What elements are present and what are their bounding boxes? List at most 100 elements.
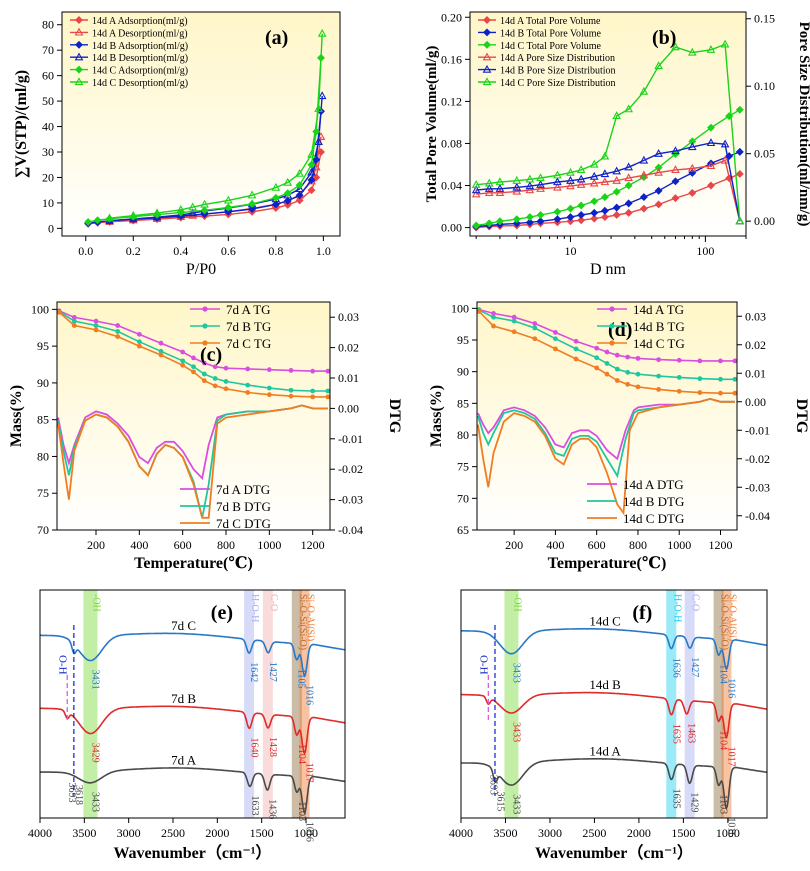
band-highlight — [291, 590, 302, 818]
y-tick-label: 0.12 — [441, 94, 462, 108]
series-14d-c-pore-size-distribution — [471, 39, 745, 225]
peak-annotation: 1429 — [689, 792, 700, 812]
data-point — [573, 346, 579, 352]
band-label: -OH — [90, 594, 101, 612]
y2-tick-label: 0.00 — [754, 214, 775, 228]
data-point — [566, 204, 575, 213]
data-point — [589, 159, 599, 168]
peak-annotation: 3433 — [510, 722, 521, 742]
data-point — [697, 358, 703, 364]
data-point — [283, 177, 293, 186]
band-label: C-O — [268, 594, 279, 611]
y-axis-title: ∑V(STP)/(ml/g) — [13, 70, 30, 178]
band-highlight — [83, 590, 98, 818]
legend-marker — [75, 40, 83, 49]
legend-entry: 7d A TG — [226, 302, 271, 317]
x-tick-label: 400 — [130, 538, 148, 552]
panel-b-plot-bg — [470, 12, 746, 236]
peak-annotation: 3429 — [90, 743, 101, 763]
y-axis-title: Mass(%) — [428, 385, 445, 447]
series-label: 14d C — [589, 613, 620, 628]
data-point — [310, 394, 316, 400]
data-point — [553, 336, 558, 342]
series-line — [478, 309, 735, 381]
x-axis-title: Temperature(℃) — [134, 555, 253, 572]
x-tick-label: 800 — [217, 538, 235, 552]
series-line — [478, 310, 735, 395]
data-point — [656, 373, 661, 379]
data-point — [491, 323, 496, 329]
data-point — [553, 207, 562, 216]
data-point — [553, 170, 562, 179]
band-highlight — [666, 590, 677, 818]
data-point — [697, 390, 703, 395]
y-tick-label: 0.08 — [441, 136, 462, 150]
data-point — [188, 202, 198, 211]
peak-annotation: 1427 — [689, 657, 700, 677]
y2-tick-label: 0.00 — [745, 395, 766, 409]
data-point — [485, 219, 494, 228]
y2-tick-label: 0.03 — [745, 309, 766, 323]
peak-annotation: 1633 — [249, 795, 260, 815]
data-point — [491, 311, 496, 316]
x-tick-label: 3500 — [493, 826, 517, 840]
series-14d-c-dtg — [477, 397, 735, 516]
band-label: Si-O-Al(Si) — [726, 594, 737, 641]
data-point — [471, 189, 481, 198]
data-point — [577, 201, 586, 210]
data-point — [706, 161, 716, 169]
data-point — [614, 352, 620, 358]
data-point — [223, 365, 229, 371]
data-point — [71, 323, 77, 328]
data-point — [604, 361, 610, 366]
data-point — [604, 349, 610, 355]
data-point — [93, 327, 99, 333]
data-point — [288, 387, 294, 393]
y2-tick-label: -0.04 — [745, 509, 770, 523]
x-tick-label: 1500 — [250, 826, 274, 840]
x-tick-label: 800 — [629, 538, 647, 552]
data-point — [71, 315, 77, 320]
data-point — [191, 364, 196, 370]
data-point — [93, 216, 102, 225]
y2-tick-label: 0.03 — [338, 310, 359, 324]
panel-label: (e) — [211, 602, 233, 624]
data-point — [471, 179, 481, 188]
data-point — [676, 357, 682, 363]
data-point — [639, 170, 649, 179]
data-point — [577, 216, 586, 225]
data-point — [223, 386, 229, 392]
peak-annotation: 1635 — [670, 724, 681, 744]
y-tick-label: 40 — [42, 120, 54, 134]
data-point — [566, 213, 575, 222]
y2-tick-label: 0.05 — [754, 147, 775, 161]
data-point — [212, 376, 218, 381]
band-label: H-O-H — [671, 594, 682, 622]
data-point — [735, 169, 744, 178]
band-label: H-O-H — [249, 594, 260, 622]
x-axis-title: Wavenumber（cm⁻¹） — [113, 844, 271, 862]
data-point — [624, 208, 633, 217]
data-point — [525, 185, 535, 194]
data-point — [735, 105, 744, 114]
data-point — [676, 388, 682, 394]
data-point — [688, 168, 697, 177]
legend-entry: 14d A DTG — [623, 477, 684, 492]
x-tick-label: 2000 — [205, 826, 229, 840]
data-point — [536, 184, 545, 192]
data-point — [495, 188, 505, 196]
legend-entry: 14d C Pore Size Distribution — [500, 78, 616, 89]
legend-marker — [74, 52, 84, 61]
data-point — [612, 211, 621, 219]
legend-entry: 7d C TG — [226, 336, 271, 351]
data-point — [176, 205, 186, 213]
series-label: 14d A — [589, 743, 621, 758]
legend-entry: 7d C DTG — [216, 516, 271, 531]
data-point — [532, 336, 538, 342]
data-point — [590, 208, 599, 217]
peak-annotation: 3431 — [89, 670, 100, 690]
y-tick-label: 100 — [451, 301, 469, 315]
x-tick-label: 1000 — [294, 826, 318, 840]
peak-annotation: 1104 — [718, 664, 729, 684]
data-point — [484, 184, 494, 192]
